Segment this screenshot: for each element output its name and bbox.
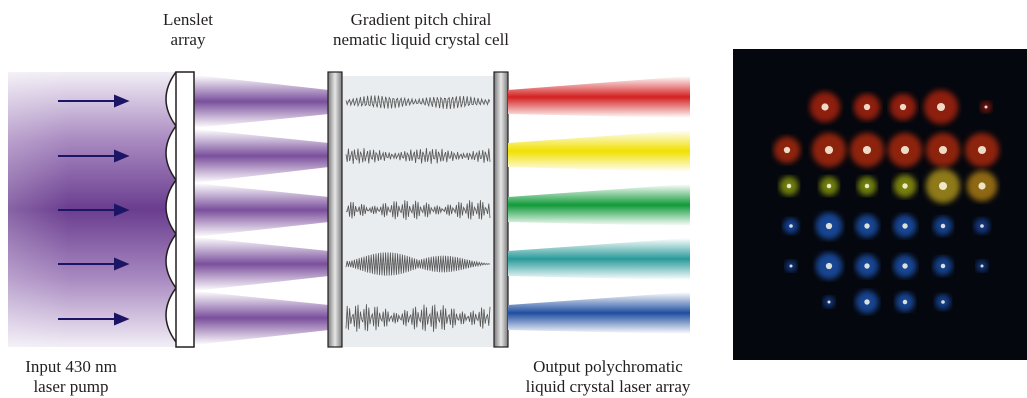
arrow-icon (58, 94, 130, 108)
photo-background (733, 49, 1027, 360)
laser-spot (940, 263, 946, 269)
laser-spot (938, 181, 948, 191)
focused-pump-beams (194, 75, 329, 345)
red-output-beam (508, 76, 690, 118)
laser-spot (783, 146, 791, 154)
laser-spot (789, 264, 793, 268)
laser-spot (863, 103, 871, 111)
laser-spot (827, 300, 831, 304)
chiral-pitch-waves (345, 95, 491, 332)
laser-spot (977, 145, 987, 155)
output-label: Output polychromatic liquid crystal lase… (525, 357, 691, 396)
laser-spot (902, 223, 908, 229)
laser-spot (936, 102, 946, 112)
laser-spot (980, 264, 984, 268)
pitch-wave (345, 200, 491, 221)
laser-spot (825, 222, 833, 230)
laser-spot (984, 105, 988, 109)
pitch-wave (345, 95, 491, 109)
laser-spots (773, 89, 1000, 314)
arrow-icon (58, 203, 130, 217)
teal-output-beam (508, 238, 690, 280)
output-beams (508, 76, 690, 334)
pitch-wave (345, 252, 491, 276)
laser-spot (902, 183, 908, 189)
input-label: Input 430 nm laser pump (25, 357, 117, 396)
laser-spot (789, 224, 793, 228)
laser-spot (899, 103, 907, 111)
laser-spot (826, 183, 832, 189)
lenslet-label: Lenslet array (162, 10, 214, 49)
laser-spot (978, 182, 986, 190)
blue-output-beam (508, 292, 690, 334)
laser-spot (940, 223, 946, 229)
laser-spot (980, 224, 984, 228)
laser-spot (902, 299, 908, 305)
yellow-output-beam (508, 130, 690, 172)
pitch-wave (345, 147, 491, 164)
laser-spot (941, 300, 945, 304)
liquid-crystal-cell (327, 71, 509, 348)
laser-spot (786, 183, 792, 189)
laser-array-photo (733, 49, 1027, 360)
laser-spot (900, 145, 910, 155)
laser-spot (864, 299, 870, 305)
laser-spot (821, 103, 829, 111)
arrow-icon (58, 257, 130, 271)
laser-spot (902, 263, 908, 269)
laser-spot (864, 183, 870, 189)
laser-spot (825, 262, 833, 270)
laser-spot (864, 263, 870, 269)
lenslet-array (165, 71, 195, 348)
arrow-icon (58, 312, 130, 326)
laser-spot (938, 145, 948, 155)
pitch-wave (345, 304, 491, 332)
laser-spot (864, 223, 870, 229)
cell-label: Gradient pitch chiral nematic liquid cry… (332, 10, 510, 49)
laser-spot (824, 145, 834, 155)
pump-arrows (58, 94, 130, 326)
green-output-beam (508, 184, 690, 226)
optical-setup-diagram (8, 71, 690, 348)
arrow-icon (58, 149, 130, 163)
laser-spot (862, 145, 872, 155)
